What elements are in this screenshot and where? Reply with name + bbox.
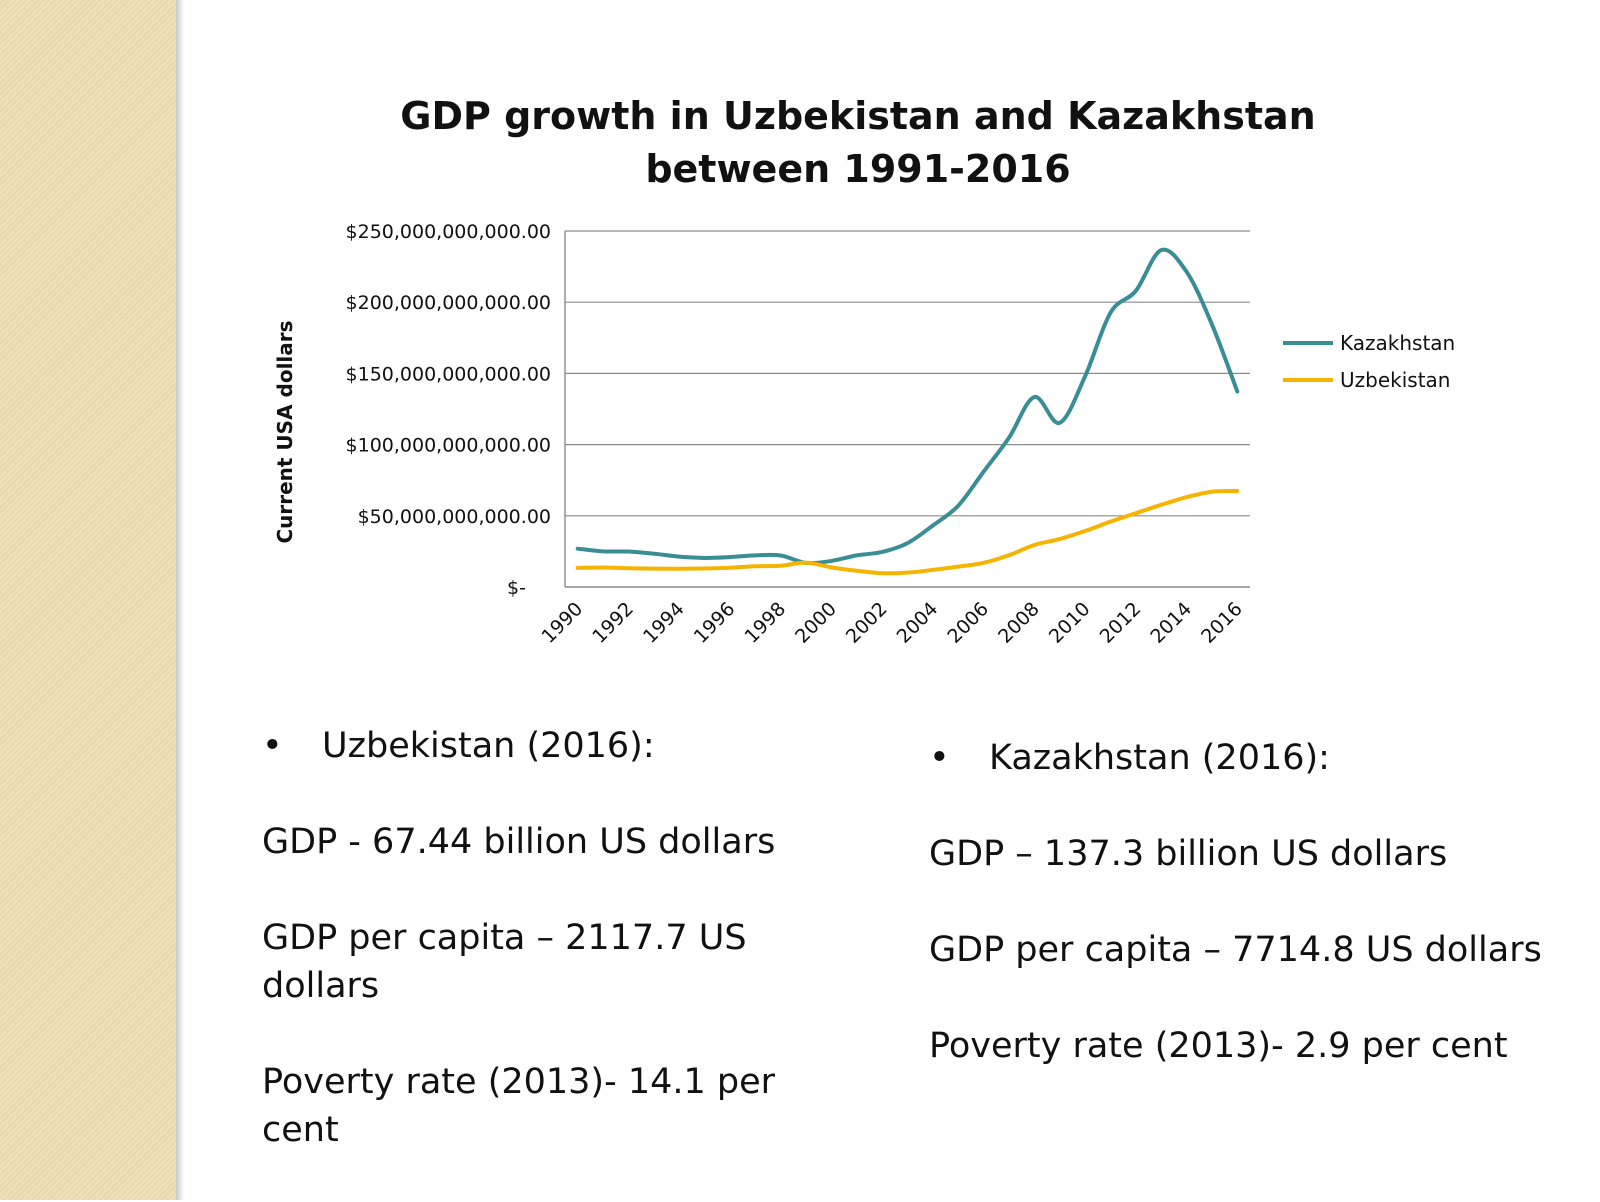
gdp-line-chart: GDP growth in Uzbekistan and Kazakhstan … <box>273 94 1455 648</box>
legend-label-uzbekistan: Uzbekistan <box>1340 368 1450 392</box>
y-tick-label: $200,000,000,000.00 <box>346 292 551 314</box>
chart-title-line-2: between 1991-2016 <box>645 147 1070 191</box>
kazakhstan-poverty-rate: Poverty rate (2013)- 2.9 per cent <box>929 1026 1508 1066</box>
gridlines <box>565 230 1250 517</box>
x-tick-label: 2004 <box>893 598 943 648</box>
y-axis-label: Current USA dollars <box>273 320 297 543</box>
x-tick-label: 2000 <box>791 598 841 648</box>
x-tick-label: 2008 <box>994 598 1044 648</box>
y-tick-label: $100,000,000,000.00 <box>346 435 551 457</box>
series-lines <box>575 247 1240 576</box>
x-tick-label: 1990 <box>537 598 587 648</box>
x-tick-label: 2014 <box>1146 598 1196 648</box>
uzbekistan-gdp-per-capita: GDP per capita – 2117.7 US dollars <box>262 918 747 1006</box>
x-tick-label: 1994 <box>639 598 689 648</box>
x-tick-label: 2010 <box>1045 598 1095 648</box>
x-tick-label: 1992 <box>588 598 638 648</box>
kazakhstan-gdp-per-capita: GDP per capita – 7714.8 US dollars <box>929 930 1542 970</box>
side-strip-shadow <box>176 0 184 1200</box>
kazakhstan-heading: Kazakhstan (2016): <box>989 738 1330 778</box>
y-tick-label: $- <box>507 577 526 599</box>
x-tick-label: 2006 <box>943 598 993 648</box>
series-line-kazakhstan <box>575 247 1240 566</box>
x-tick-labels: 1990 1992 1994 1996 1998 2000 2002 2004 2006 2008… <box>537 598 1246 648</box>
bullet-icon: • <box>929 738 950 778</box>
x-tick-label: 1996 <box>690 598 740 648</box>
x-tick-label: 2016 <box>1197 598 1247 648</box>
kazakhstan-heading-row: • Kazakhstan (2016): <box>929 734 1549 782</box>
y-tick-label: $250,000,000,000.00 <box>346 221 551 243</box>
chart-title-line-1: GDP growth in Uzbekistan and Kazakhstan <box>400 94 1315 138</box>
kazakhstan-gdp: GDP – 137.3 billion US dollars <box>929 834 1448 874</box>
kazakhstan-summary: • Kazakhstan (2016): GDP – 137.3 billion… <box>929 734 1549 1118</box>
decorative-side-strip <box>0 0 176 1200</box>
y-tick-labels: $- $50,000,000,000.00 $100,000,000,000.00 $… <box>346 221 551 599</box>
y-tick-label: $50,000,000,000.00 <box>358 506 551 528</box>
x-tick-label: 2002 <box>842 598 892 648</box>
uzbekistan-heading-row: • Uzbekistan (2016): <box>262 722 832 770</box>
legend: Kazakhstan Uzbekistan <box>1283 331 1455 392</box>
bullet-icon: • <box>262 726 283 766</box>
axes <box>564 231 1250 588</box>
legend-label-kazakhstan: Kazakhstan <box>1340 331 1455 355</box>
series-line-uzbekistan <box>575 488 1240 576</box>
uzbekistan-heading: Uzbekistan (2016): <box>322 726 655 766</box>
uzbekistan-poverty-rate: Poverty rate (2013)- 14.1 per cent <box>262 1062 776 1150</box>
uzbekistan-summary: • Uzbekistan (2016): GDP - 67.44 billion… <box>262 722 832 1202</box>
uzbekistan-gdp: GDP - 67.44 billion US dollars <box>262 822 776 862</box>
x-tick-label: 1998 <box>740 598 790 648</box>
x-tick-label: 2012 <box>1096 598 1146 648</box>
y-tick-label: $150,000,000,000.00 <box>346 363 551 385</box>
